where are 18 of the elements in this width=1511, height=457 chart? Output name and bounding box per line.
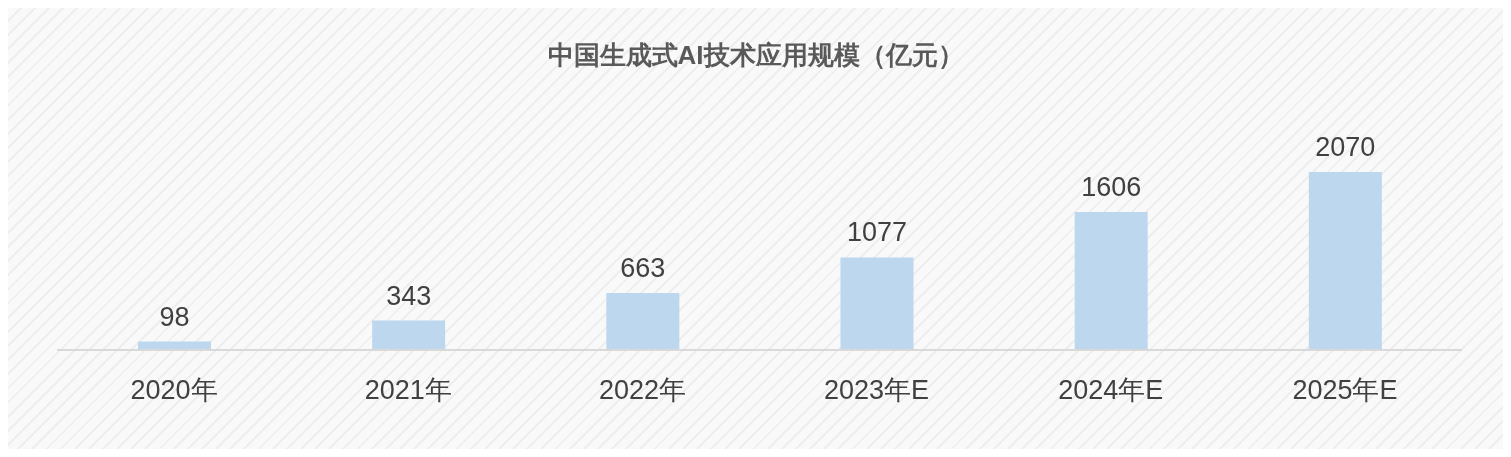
- bar: [372, 320, 446, 350]
- data-label: 663: [620, 252, 666, 283]
- bar: [1074, 211, 1148, 350]
- x-tick-label: 2022年: [598, 375, 686, 406]
- x-tick-label: 2024年E: [1058, 375, 1164, 406]
- data-label: 98: [159, 301, 190, 332]
- bar: [606, 292, 680, 350]
- x-tick-label: 2020年: [130, 375, 218, 406]
- bar: [1308, 172, 1382, 350]
- data-label: 343: [386, 280, 432, 311]
- data-label: 1606: [1081, 171, 1142, 202]
- chart-title: 中国生成式AI技术应用规模（亿元）: [546, 39, 965, 72]
- data-label: 1077: [846, 217, 908, 248]
- x-tick-label: 2025年E: [1292, 375, 1398, 406]
- data-label: 2070: [1315, 132, 1376, 162]
- x-tick-label: 2023年E: [824, 375, 930, 406]
- x-tick-label: 2021年: [364, 375, 452, 406]
- bar: [840, 257, 914, 350]
